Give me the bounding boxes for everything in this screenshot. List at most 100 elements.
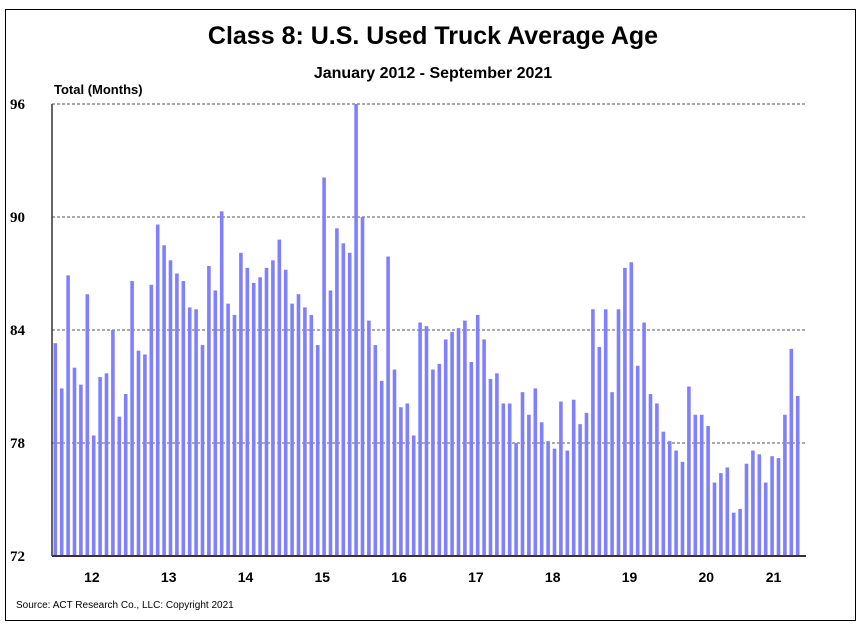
bar [175,273,179,556]
y-tick-labels: 72 78 84 90 96 [10,97,26,565]
bar [437,363,442,556]
bar [744,463,749,556]
bar [347,252,352,557]
x-tick-label: 18 [545,569,561,585]
bar [450,331,454,556]
bar [533,388,538,556]
y-tick-label: 96 [10,97,26,113]
bar [655,403,659,556]
bar [232,314,237,556]
bar [104,373,109,556]
bar [514,443,518,556]
bar [271,260,275,556]
bar [194,309,198,556]
bar [117,416,122,556]
bar [661,431,666,556]
bar [731,512,736,556]
bar [367,320,371,556]
bar [783,414,787,556]
chart-subtitle: January 2012 - September 2021 [313,65,553,82]
bar [559,401,563,556]
bar [411,435,416,556]
y-tick-label: 78 [10,436,25,452]
bar [143,354,147,556]
bar [552,448,557,556]
bar [309,314,314,556]
x-tick-label: 16 [391,569,407,585]
bar [738,508,742,556]
bar [123,394,128,556]
bar [539,422,544,556]
bar [187,307,192,556]
bar [392,369,397,556]
bar [712,482,717,556]
bar [578,424,582,556]
bar [149,284,154,556]
bar [98,377,102,556]
bar [584,412,589,556]
bar [418,322,422,556]
bar [386,256,390,556]
bar [66,275,70,556]
bar [91,435,96,556]
bar [264,267,269,556]
bar [687,386,691,556]
bar [162,245,166,556]
bar [360,217,365,556]
bar [776,458,781,556]
bar [373,345,378,556]
bar [341,243,346,556]
bar [226,303,230,556]
bar [546,441,550,556]
x-tick-label: 20 [699,569,715,585]
bar [520,392,525,556]
bar [72,367,77,556]
bar [616,309,621,556]
bar [168,260,173,556]
x-tick-label: 14 [238,569,254,585]
bar [565,450,570,556]
bars [53,104,800,557]
x-tick-label: 21 [766,569,782,585]
bar [53,343,58,556]
x-tick-label: 19 [622,569,638,585]
bar [456,328,461,556]
bar [258,277,262,556]
bar [315,345,320,556]
bar [181,281,186,556]
bar [322,177,326,556]
bar [245,267,250,556]
bar [693,414,698,556]
bar [463,320,467,556]
bar [239,252,243,557]
x-tick-label: 15 [315,569,331,585]
bar [488,378,493,556]
bar [335,228,339,557]
bar [290,303,294,556]
bar [155,224,160,557]
bar [770,456,774,556]
bar [283,269,288,556]
bar [610,392,614,556]
bar [501,403,506,556]
y-tick-label: 90 [10,210,25,226]
bar [648,394,653,556]
bar [111,330,115,556]
bar [379,380,384,556]
bar [591,309,595,556]
bar [136,350,141,556]
bar [629,262,634,556]
bar [635,365,640,556]
bar [328,290,333,556]
bar [130,281,134,556]
bar [527,414,531,556]
bar [431,369,435,556]
bar [623,267,627,556]
bar [763,482,768,556]
bar [642,322,646,556]
bar [399,407,403,556]
bar [674,450,678,556]
bar [219,211,224,556]
bar [603,309,608,556]
bar [200,345,205,556]
